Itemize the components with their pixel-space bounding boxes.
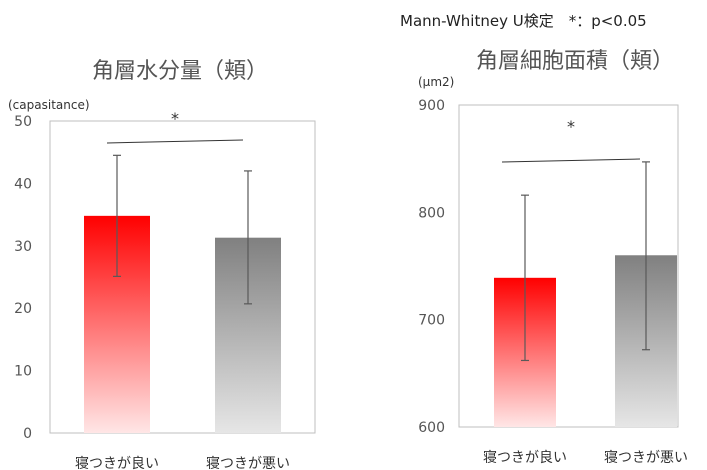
test-note: Mann-Whitney U検定 *：p<0.05	[400, 12, 647, 30]
significance-line	[501, 158, 641, 163]
significance-star: *	[171, 109, 179, 128]
y-tick-label: 50	[14, 114, 32, 130]
y-tick-label: 800	[418, 205, 445, 221]
y-tick-label: 20	[14, 301, 32, 317]
y-tick-label: 30	[14, 239, 32, 255]
y-tick-label: 40	[14, 176, 32, 192]
plot-frame	[49, 120, 316, 434]
y-tick-label: 600	[418, 420, 445, 436]
chart-title: 角層細胞面積（頬）	[476, 49, 674, 74]
y-tick-label: 10	[14, 364, 32, 380]
y-tick-label: 700	[418, 313, 445, 329]
y-tick-label: 900	[418, 98, 445, 114]
category-label: 寝つきが良い	[483, 449, 567, 466]
category-label: 寝つきが悪い	[604, 449, 688, 466]
plot-frame	[458, 104, 679, 428]
y-tick-label: 0	[23, 426, 32, 442]
chart-title: 角層水分量（頬）	[92, 59, 268, 84]
significance-line	[106, 139, 244, 144]
y-axis-unit-label: (μm2)	[418, 75, 454, 89]
significance-star: *	[567, 117, 575, 136]
y-axis-unit-label: (capasitance)	[8, 98, 90, 112]
category-label: 寝つきが良い	[75, 455, 159, 470]
category-label: 寝つきが悪い	[206, 455, 290, 470]
